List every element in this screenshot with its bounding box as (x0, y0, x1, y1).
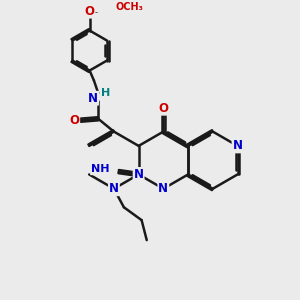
Text: N: N (158, 182, 168, 195)
Text: N: N (109, 182, 119, 195)
Text: N: N (134, 168, 144, 181)
Text: N: N (88, 92, 98, 105)
Text: N: N (232, 140, 242, 152)
Text: OCH₃: OCH₃ (116, 2, 144, 12)
Text: NH: NH (91, 164, 110, 174)
Text: O: O (69, 114, 79, 127)
Text: O: O (85, 4, 94, 18)
Text: O: O (158, 102, 168, 115)
Text: H: H (101, 88, 110, 98)
